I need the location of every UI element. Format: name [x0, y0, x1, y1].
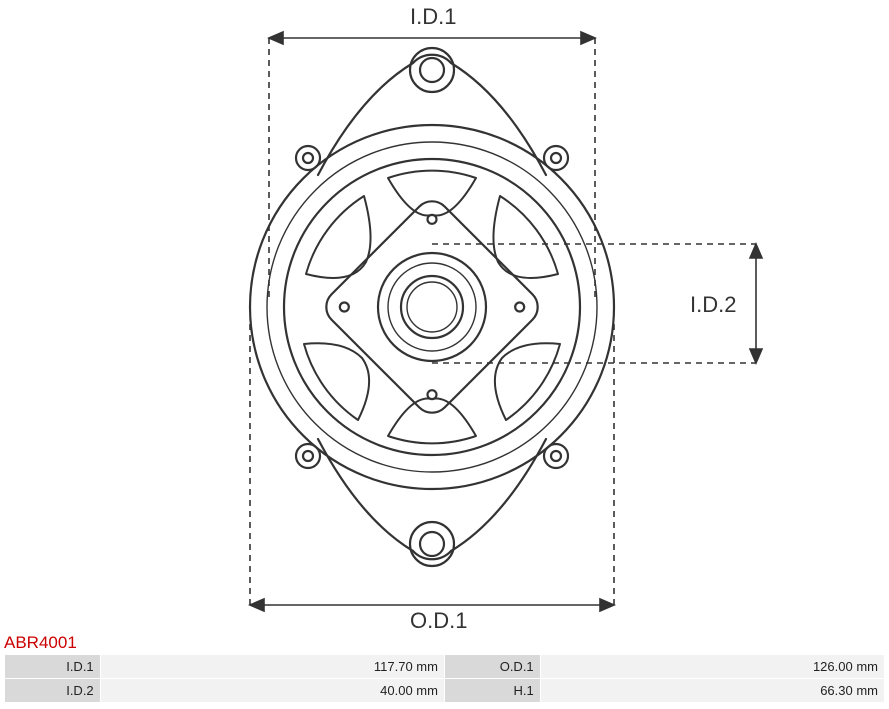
spec-key-id2: I.D.2	[5, 679, 100, 702]
label-id1: I.D.1	[410, 4, 456, 30]
spec-val-id2: 40.00 mm	[101, 679, 444, 702]
spec-table: I.D.1 117.70 mm O.D.1 126.00 mm I.D.2 40…	[4, 654, 885, 703]
drawing-svg	[0, 0, 889, 630]
label-id2: I.D.2	[690, 292, 736, 318]
spec-key-od1: O.D.1	[445, 655, 540, 678]
spec-key-h1: H.1	[445, 679, 540, 702]
spec-key-id1: I.D.1	[5, 655, 100, 678]
part-number: ABR4001	[4, 633, 77, 653]
spec-val-id1: 117.70 mm	[101, 655, 444, 678]
technical-drawing: I.D.1 I.D.2 O.D.1	[0, 0, 889, 630]
spec-val-od1: 126.00 mm	[541, 655, 884, 678]
label-od1: O.D.1	[410, 608, 467, 634]
table-row: I.D.2 40.00 mm H.1 66.30 mm	[5, 679, 884, 702]
table-row: I.D.1 117.70 mm O.D.1 126.00 mm	[5, 655, 884, 678]
spec-val-h1: 66.30 mm	[541, 679, 884, 702]
